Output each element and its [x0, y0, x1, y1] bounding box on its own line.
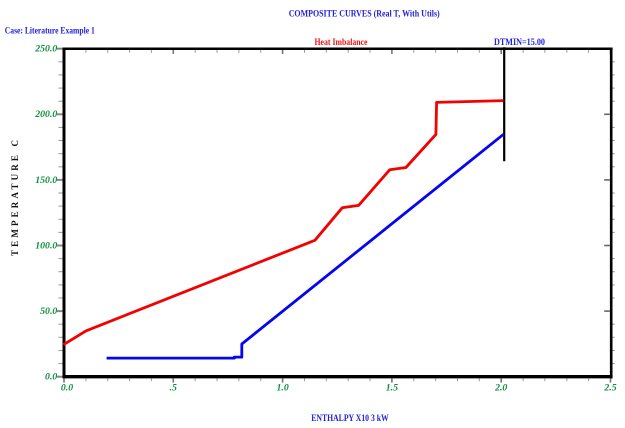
svg-text:TEMPERATURE C: TEMPERATURE C	[10, 140, 20, 256]
svg-text:150.0: 150.0	[35, 175, 57, 186]
svg-text:COMPOSITE CURVES (Real T, Wit: COMPOSITE CURVES (Real T, With Utils)	[289, 9, 440, 20]
svg-text:200.0: 200.0	[34, 109, 57, 120]
svg-text:50.0: 50.0	[40, 306, 57, 317]
svg-text:2.0: 2.0	[494, 383, 507, 394]
svg-text:1.5: 1.5	[386, 383, 398, 394]
svg-text:.5: .5	[170, 383, 177, 394]
svg-text:DTMIN=15.00: DTMIN=15.00	[494, 38, 545, 48]
svg-text:2.5: 2.5	[603, 383, 616, 394]
svg-text:Case: Literature Example 1: Case: Literature Example 1	[5, 27, 95, 37]
svg-text:Heat Imbalance: Heat Imbalance	[315, 38, 368, 48]
svg-text:100.0: 100.0	[35, 240, 57, 251]
svg-text:1.0: 1.0	[276, 383, 288, 394]
svg-text:0.0: 0.0	[45, 372, 57, 383]
svg-text:250.0: 250.0	[34, 44, 57, 55]
svg-text:ENTHALPY X10 3 kW: ENTHALPY X10 3 kW	[311, 414, 389, 424]
svg-text:0.0: 0.0	[61, 383, 73, 394]
